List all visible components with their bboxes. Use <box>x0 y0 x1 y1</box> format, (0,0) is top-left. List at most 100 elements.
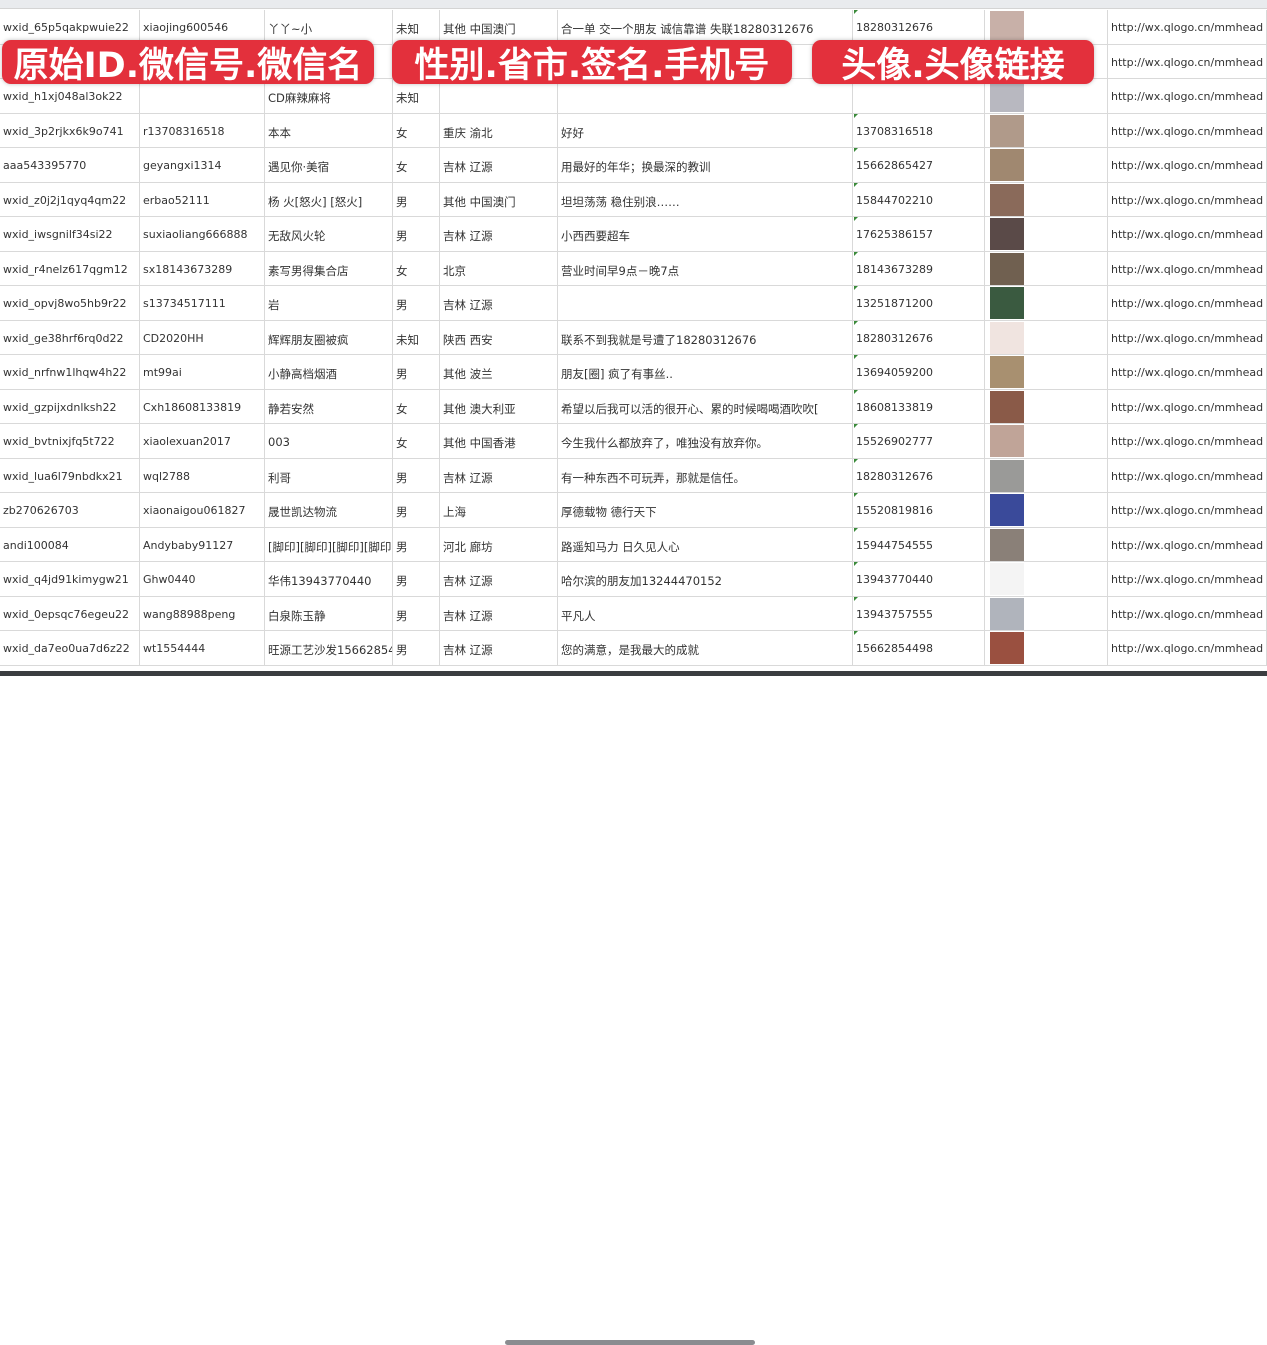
cell-wechat-name[interactable]: 素写男得集合店 <box>265 251 393 286</box>
cell-original-id[interactable]: aaa543395770 <box>0 148 140 182</box>
cell-avatar-url[interactable]: http://wx.qlogo.cn/mmhead <box>1108 355 1267 389</box>
cell-wechat-id[interactable]: r13708316518 <box>140 113 265 148</box>
cell-wechat-id[interactable]: suxiaoliang666888 <box>140 217 265 251</box>
cell-avatar[interactable] <box>985 631 1108 665</box>
cell-original-id[interactable]: wxid_r4nelz617qgm12 <box>0 251 140 286</box>
table-row[interactable]: wxid_3p2rjkx6k9o741 r13708316518 本本 女 重庆 渝北 好… <box>0 113 1267 148</box>
scrollbar-thumb[interactable] <box>505 1340 755 1345</box>
cell-avatar[interactable] <box>985 10 1108 44</box>
cell-wechat-name[interactable]: 华伟13943770440 <box>265 562 393 596</box>
cell-signature[interactable]: 营业时间早9点－晚7点 <box>558 251 853 286</box>
cell-signature[interactable]: 用最好的年华；换最深的教训 <box>558 148 853 182</box>
cell-region[interactable]: 重庆 渝北 <box>440 113 558 148</box>
cell-region[interactable]: 其他 中国澳门 <box>440 182 558 217</box>
cell-signature[interactable]: 好好 <box>558 113 853 148</box>
table-row[interactable]: zb270626703 xiaonaigou061827 晟世凯达物流 男 上海 厚德载物… <box>0 493 1267 528</box>
cell-phone[interactable]: 15662854498 <box>853 631 985 665</box>
horizontal-scrollbar[interactable] <box>0 671 1267 1345</box>
cell-gender[interactable]: 未知 <box>393 79 440 113</box>
cell-gender[interactable]: 男 <box>393 458 440 493</box>
table-row[interactable]: wxid_0epsqc76egeu22 wang88988peng 白泉陈玉静 男 吉林… <box>0 596 1267 631</box>
cell-avatar-url[interactable]: http://wx.qlogo.cn/mmhead <box>1108 217 1267 251</box>
cell-gender[interactable]: 男 <box>393 527 440 562</box>
cell-original-id[interactable]: wxid_bvtnixjfq5t722 <box>0 424 140 458</box>
cell-wechat-id[interactable]: wang88988peng <box>140 596 265 631</box>
cell-wechat-name[interactable]: 小静高档烟酒 <box>265 355 393 389</box>
cell-avatar-url[interactable]: http://wx.qlogo.cn/mmhead <box>1108 148 1267 182</box>
cell-region[interactable]: 陕西 西安 <box>440 320 558 355</box>
cell-signature[interactable]: 厚德载物 德行天下 <box>558 493 853 527</box>
cell-avatar-url[interactable]: http://wx.qlogo.cn/mmhead <box>1108 424 1267 458</box>
cell-avatar-url[interactable]: http://wx.qlogo.cn/mmhead <box>1108 562 1267 596</box>
cell-avatar[interactable] <box>985 286 1108 320</box>
cell-signature[interactable]: 小西西要超车 <box>558 217 853 251</box>
cell-avatar[interactable] <box>985 424 1108 458</box>
cell-signature[interactable]: 合一单 交一个朋友 诚信靠谱 失联18280312676 <box>558 10 853 44</box>
cell-wechat-id[interactable]: Andybaby91127 <box>140 527 265 562</box>
table-row[interactable]: wxid_ge38hrf6rq0d22 CD2020HH 辉辉朋友圈被疯 未知 陕西 西… <box>0 320 1267 355</box>
cell-region[interactable]: 其他 澳大利亚 <box>440 389 558 424</box>
cell-region[interactable] <box>440 79 558 113</box>
cell-original-id[interactable]: wxid_ge38hrf6rq0d22 <box>0 320 140 355</box>
cell-avatar[interactable] <box>985 113 1108 148</box>
cell-avatar[interactable] <box>985 458 1108 493</box>
cell-original-id[interactable]: wxid_q4jd91kimygw21 <box>0 562 140 596</box>
cell-avatar-url[interactable]: http://wx.qlogo.cn/mmhead <box>1108 79 1267 113</box>
cell-phone[interactable]: 15844702210 <box>853 182 985 217</box>
cell-original-id[interactable]: wxid_0epsqc76egeu22 <box>0 596 140 631</box>
cell-signature[interactable]: 联系不到我就是号遭了18280312676 <box>558 320 853 355</box>
table-row[interactable]: wxid_da7eo0ua7d6z22 wt1554444 旺源工艺沙发156628… <box>0 631 1267 666</box>
cell-gender[interactable]: 男 <box>393 355 440 389</box>
cell-wechat-name[interactable]: 晟世凯达物流 <box>265 493 393 527</box>
cell-wechat-id[interactable]: Cxh18608133819 <box>140 389 265 424</box>
cell-phone[interactable]: 15526902777 <box>853 424 985 458</box>
cell-wechat-name[interactable]: 遇见你·美宿 <box>265 148 393 182</box>
cell-avatar[interactable] <box>985 251 1108 286</box>
cell-original-id[interactable]: wxid_h1xj048al3ok22 <box>0 79 140 113</box>
cell-phone[interactable]: 18280312676 <box>853 458 985 493</box>
table-row[interactable]: wxid_opvj8wo5hb9r22 s13734517111 岩 男 吉林 辽源 13… <box>0 286 1267 321</box>
cell-wechat-id[interactable]: sx18143673289 <box>140 251 265 286</box>
cell-phone[interactable]: 18143673289 <box>853 251 985 286</box>
cell-wechat-name[interactable]: 丫丫~小 <box>265 10 393 44</box>
cell-wechat-name[interactable]: 辉辉朋友圈被疯 <box>265 320 393 355</box>
cell-wechat-id[interactable]: wql2788 <box>140 458 265 493</box>
cell-signature[interactable]: 朋友[圈] 疯了有事丝.. <box>558 355 853 389</box>
cell-original-id[interactable]: wxid_nrfnw1lhqw4h22 <box>0 355 140 389</box>
cell-gender[interactable]: 女 <box>393 424 440 458</box>
cell-avatar-url[interactable]: http://wx.qlogo.cn/mmhead <box>1108 389 1267 424</box>
cell-gender[interactable]: 未知 <box>393 10 440 44</box>
cell-avatar[interactable] <box>985 148 1108 182</box>
cell-region[interactable]: 吉林 辽源 <box>440 148 558 182</box>
cell-phone[interactable]: 18280312676 <box>853 10 985 44</box>
cell-original-id[interactable]: wxid_65p5qakpwuie22 <box>0 10 140 44</box>
cell-wechat-id[interactable]: CD2020HH <box>140 320 265 355</box>
table-row[interactable]: wxid_r4nelz617qgm12 sx18143673289 素写男得集合店 女… <box>0 251 1267 286</box>
cell-avatar-url[interactable]: http://wx.qlogo.cn/mmhead <box>1108 527 1267 562</box>
cell-phone[interactable]: 13694059200 <box>853 355 985 389</box>
cell-avatar[interactable] <box>985 79 1108 113</box>
cell-gender[interactable]: 女 <box>393 251 440 286</box>
cell-wechat-name[interactable]: 旺源工艺沙发15662854 <box>265 631 393 665</box>
cell-avatar[interactable] <box>985 389 1108 424</box>
cell-gender[interactable]: 女 <box>393 389 440 424</box>
cell-avatar-url[interactable]: http://wx.qlogo.cn/mmhead <box>1108 182 1267 217</box>
cell-original-id[interactable]: wxid_3p2rjkx6k9o741 <box>0 113 140 148</box>
cell-phone[interactable]: 15520819816 <box>853 493 985 527</box>
cell-wechat-name[interactable]: 无敌风火轮 <box>265 217 393 251</box>
cell-wechat-name[interactable]: 杨 火[怒火] [怒火] <box>265 182 393 217</box>
cell-gender[interactable]: 女 <box>393 113 440 148</box>
cell-region[interactable]: 其他 波兰 <box>440 355 558 389</box>
cell-region[interactable]: 其他 中国香港 <box>440 424 558 458</box>
cell-wechat-id[interactable]: s13734517111 <box>140 286 265 320</box>
cell-original-id[interactable]: zb270626703 <box>0 493 140 527</box>
cell-avatar[interactable] <box>985 562 1108 596</box>
cell-signature[interactable] <box>558 286 853 320</box>
cell-wechat-id[interactable]: wt1554444 <box>140 631 265 665</box>
cell-original-id[interactable]: wxid_iwsgnilf34si22 <box>0 217 140 251</box>
cell-wechat-name[interactable]: 本本 <box>265 113 393 148</box>
cell-region[interactable]: 上海 <box>440 493 558 527</box>
cell-region[interactable]: 吉林 辽源 <box>440 458 558 493</box>
cell-avatar-url[interactable]: http://wx.qlogo.cn/mmhead <box>1108 320 1267 355</box>
cell-region[interactable]: 吉林 辽源 <box>440 596 558 631</box>
